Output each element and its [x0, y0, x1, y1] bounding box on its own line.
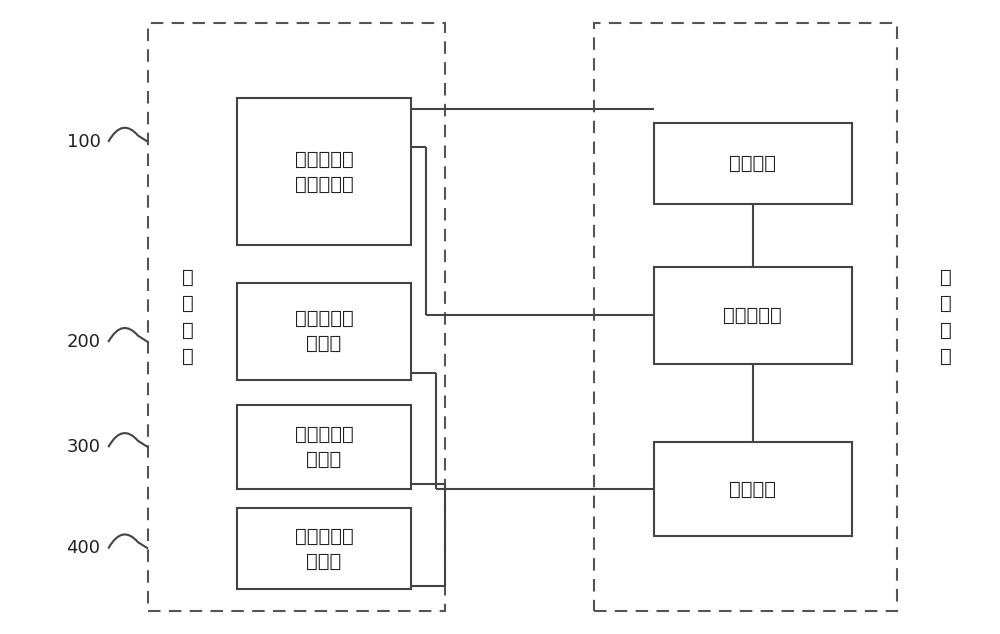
- Text: 400: 400: [67, 540, 101, 557]
- FancyBboxPatch shape: [237, 283, 411, 380]
- FancyBboxPatch shape: [654, 267, 852, 364]
- Text: 传感器模块: 传感器模块: [724, 306, 782, 325]
- Text: 冷却设备驱
动控制模块: 冷却设备驱 动控制模块: [295, 150, 353, 193]
- Text: 200: 200: [67, 333, 101, 351]
- Text: 100: 100: [67, 133, 100, 151]
- Text: 运行数据监
测模块: 运行数据监 测模块: [295, 309, 353, 353]
- Text: 冷
却
系
统: 冷 却 系 统: [940, 268, 952, 366]
- Text: 控
制
系
统: 控 制 系 统: [182, 268, 194, 366]
- FancyBboxPatch shape: [654, 123, 852, 204]
- FancyBboxPatch shape: [237, 508, 411, 589]
- FancyBboxPatch shape: [237, 404, 411, 489]
- FancyBboxPatch shape: [654, 442, 852, 536]
- Text: 300: 300: [67, 438, 101, 456]
- Text: 电源模块: 电源模块: [729, 154, 776, 173]
- Text: 冷却设备: 冷却设备: [729, 479, 776, 498]
- Text: 在线数据校
准模块: 在线数据校 准模块: [295, 425, 353, 469]
- FancyBboxPatch shape: [237, 98, 411, 245]
- Text: 运行状态监
测模块: 运行状态监 测模块: [295, 526, 353, 571]
